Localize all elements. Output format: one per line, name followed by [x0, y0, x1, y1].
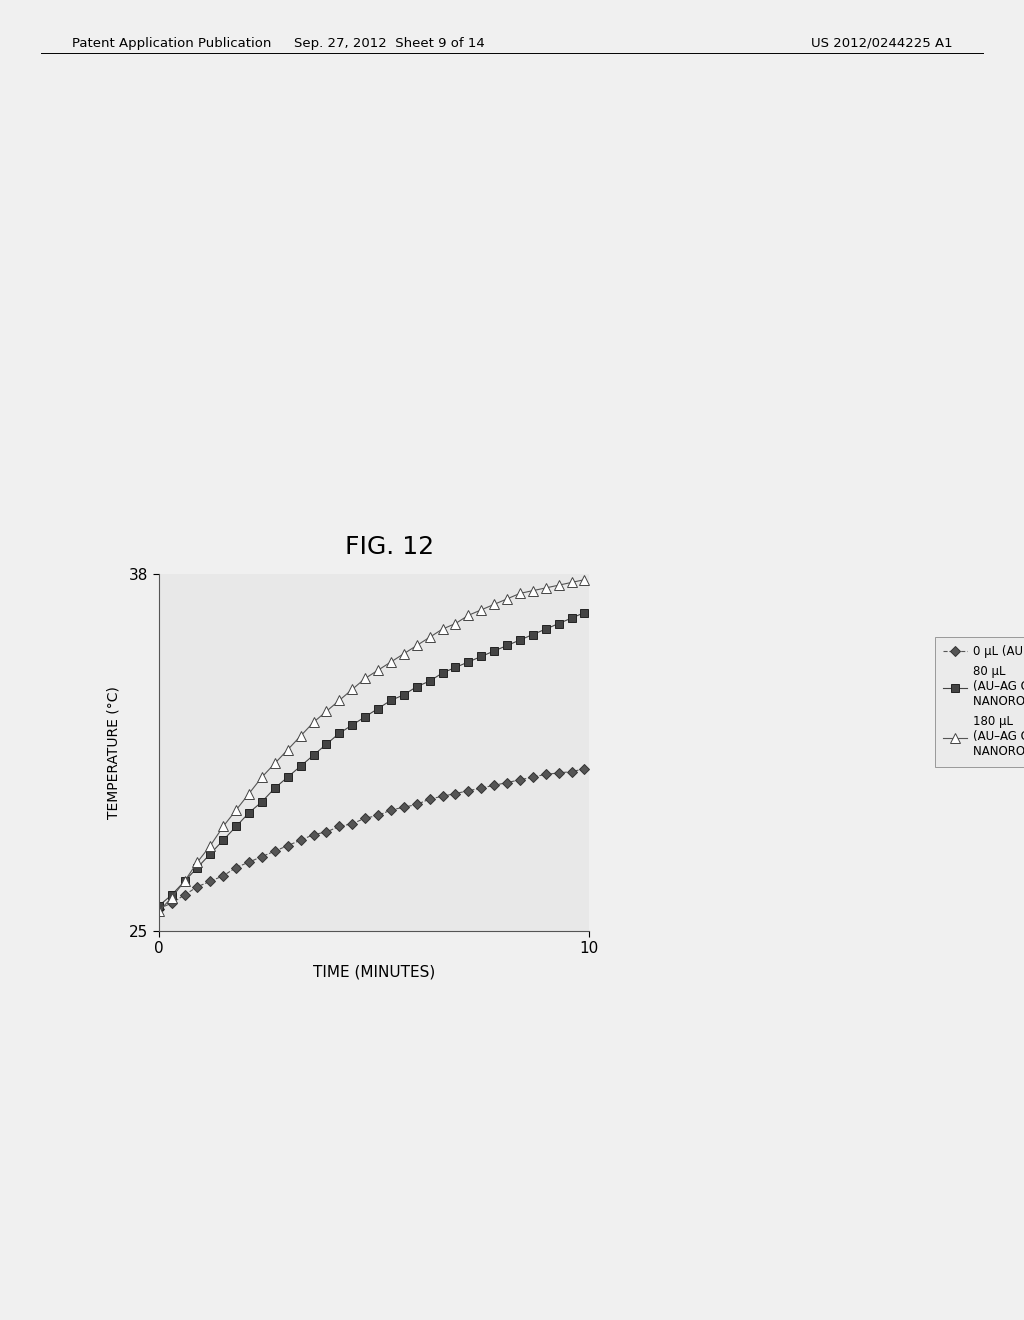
Text: US 2012/0244225 A1: US 2012/0244225 A1 — [811, 37, 952, 50]
Text: FIG. 12: FIG. 12 — [344, 535, 434, 558]
X-axis label: TIME (MINUTES): TIME (MINUTES) — [312, 965, 435, 979]
Text: Patent Application Publication: Patent Application Publication — [72, 37, 271, 50]
Legend: 0 μL (AU NANOROD PARTICLES), 80 μL
(AU–AG CORE–SHELL
NANOROD PARTICLES), 180 μL
: 0 μL (AU NANOROD PARTICLES), 80 μL (AU–A… — [935, 638, 1024, 767]
Y-axis label: TEMPERATURE (°C): TEMPERATURE (°C) — [106, 686, 121, 818]
Text: Sep. 27, 2012  Sheet 9 of 14: Sep. 27, 2012 Sheet 9 of 14 — [294, 37, 484, 50]
